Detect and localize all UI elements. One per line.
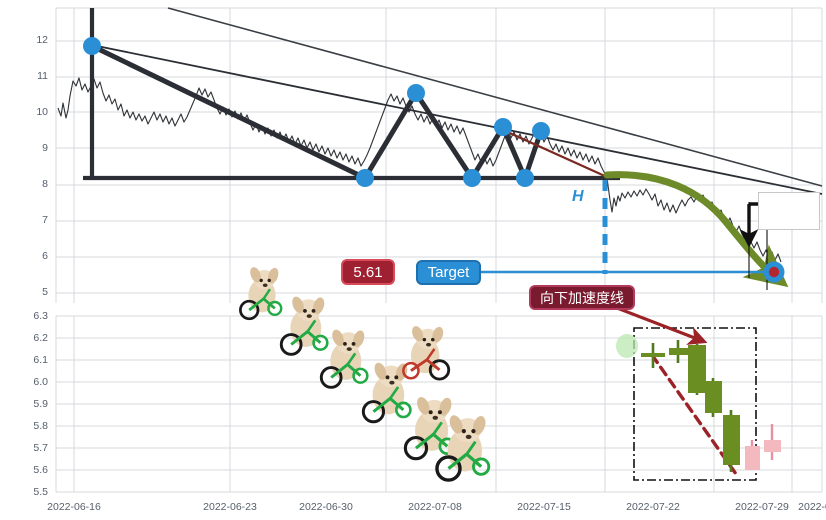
ytick-price: 7 <box>42 214 48 226</box>
ytick-candle: 5.8 <box>33 420 48 432</box>
main-downtrend-line <box>91 44 823 195</box>
xtick-date: 2022-07-15 <box>517 501 571 513</box>
green-acceleration-curve <box>603 171 789 288</box>
ytick-price: 10 <box>36 106 48 118</box>
zigzag-marker <box>83 37 101 55</box>
zigzag-marker <box>407 84 425 102</box>
ytick-price: 9 <box>42 142 48 154</box>
candle <box>688 344 706 395</box>
candlestick-focus-box <box>633 327 757 481</box>
flower-inset-frame <box>758 192 820 230</box>
target-bullseye-marker <box>763 261 785 283</box>
ytick-candle: 6.2 <box>33 332 48 344</box>
accel-line-badge[interactable]: 向下加速度线 <box>529 285 635 310</box>
candle <box>723 410 740 472</box>
price-panel-grid <box>55 7 823 303</box>
ytick-price: 11 <box>37 70 48 82</box>
xtick-date: 2022-07-08 <box>408 501 462 513</box>
xtick-date: 2022-07-29 <box>735 501 789 513</box>
candle <box>764 424 781 460</box>
ytick-price: 5 <box>42 286 48 298</box>
ytick-price: 6 <box>42 250 48 262</box>
downward-acceleration-dashed-line <box>650 353 738 476</box>
h-label: H <box>572 188 584 205</box>
zigzag-marker <box>516 169 534 187</box>
zigzag-marker <box>532 122 550 140</box>
xtick-date: 2022-06-23 <box>203 501 257 513</box>
candle <box>745 440 760 470</box>
target-badge[interactable]: Target <box>416 260 481 285</box>
ytick-candle: 6.3 <box>33 310 48 322</box>
ytick-candle: 6.1 <box>33 354 48 366</box>
ytick-price: 8 <box>42 178 48 190</box>
target-value-badge[interactable]: 5.61 <box>341 259 395 285</box>
candle <box>641 343 665 368</box>
ytick-price: 12 <box>36 34 48 46</box>
zigzag-marker <box>356 169 374 187</box>
xtick-date: 2022-08-05 <box>798 501 826 513</box>
zigzag-marker <box>494 118 512 136</box>
xtick-date: 2022-06-30 <box>299 501 353 513</box>
candlestick-series <box>616 334 781 472</box>
dog-bicycle-stickers <box>239 267 491 482</box>
accel-entry-segment <box>502 128 608 179</box>
candle <box>705 378 722 417</box>
xtick-date: 2022-07-22 <box>626 501 680 513</box>
upper-trendline <box>167 7 823 187</box>
ytick-candle: 5.5 <box>33 486 48 498</box>
ytick-candle: 5.7 <box>33 442 48 454</box>
zigzag-marker <box>463 169 481 187</box>
candle <box>669 340 688 363</box>
xtick-date: 2022-06-16 <box>47 501 101 513</box>
zigzag-markers <box>83 37 550 187</box>
ytick-candle: 6.0 <box>33 376 48 388</box>
support-level-line <box>83 8 620 181</box>
ytick-candle: 5.9 <box>33 398 48 410</box>
price-line <box>57 77 782 263</box>
ytick-candle: 5.6 <box>33 464 48 476</box>
